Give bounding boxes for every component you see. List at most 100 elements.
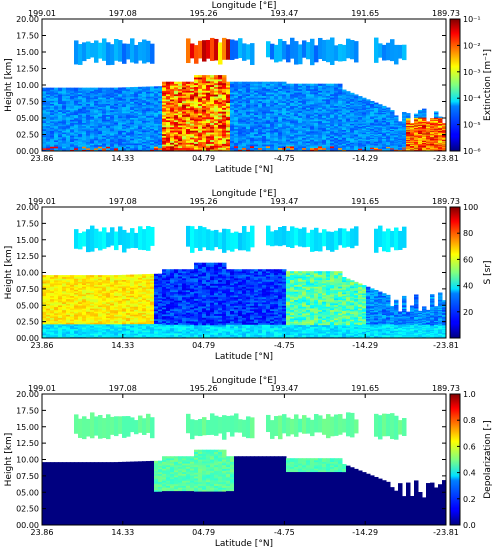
colorbar-tick-label: 40 xyxy=(463,282,473,291)
x-tick-label: 14.33 xyxy=(111,154,134,163)
x-tick-label: -23.81 xyxy=(433,528,459,537)
y-tick-label: 07.50 xyxy=(16,98,39,107)
x-tick-label: 23.86 xyxy=(31,154,54,163)
chart-panel-2: 00.00 02.50 05.00 07.50 10.00 12.50 15.00 17.50… xyxy=(4,189,493,362)
colorbar-tick-label: 10⁻³ xyxy=(463,68,481,77)
y-axis-label: Height [km] xyxy=(4,58,14,112)
y-tick-label: 20.00 xyxy=(16,15,39,24)
colorbar-label: S [sr] xyxy=(483,261,493,285)
x-tick-label: 23.86 xyxy=(31,528,54,537)
x-tick-label: 14.33 xyxy=(111,341,134,350)
x2-tick-label: 195.26 xyxy=(190,9,218,18)
y-tick-label: 20.00 xyxy=(16,390,39,399)
y-tick-label: 17.50 xyxy=(16,406,39,415)
colorbar: 1.0 0.8 0.6 0.4 0.2 0.0 Depolarization [-] xyxy=(449,390,493,530)
colorbar-tick-label: 1.0 xyxy=(463,390,476,399)
colorbar-gradient xyxy=(449,206,461,339)
y-tick-label: 12.50 xyxy=(16,65,39,74)
x2-tick-label: 193.47 xyxy=(270,384,298,393)
colorbar-tick-label: 100 xyxy=(463,203,478,212)
x2-tick-label: 191.65 xyxy=(351,384,379,393)
colorbar-tick-label: 0.4 xyxy=(463,469,476,478)
y-tick-label: 15.00 xyxy=(16,423,39,432)
colorbar-gradient xyxy=(449,18,461,152)
y-tick-label: 02.50 xyxy=(16,505,39,514)
x-tick-label: -4.75 xyxy=(274,341,295,350)
y-tick-label: 15.00 xyxy=(16,236,39,245)
x2-tick-label: 195.26 xyxy=(190,384,218,393)
chart-panel-3: 00.00 02.50 05.00 07.50 10.00 12.50 15.00 17.50… xyxy=(4,376,493,547)
x2-tick-label: 195.26 xyxy=(190,197,218,206)
y-tick-label: 17.50 xyxy=(16,32,39,41)
colorbar-tick-label: 0.0 xyxy=(463,521,476,530)
colorbar-tick-label: 10⁻¹ xyxy=(463,15,481,24)
y-tick-label: 05.00 xyxy=(16,488,39,497)
heatmap-cells xyxy=(42,37,447,152)
y-tick-label: 05.00 xyxy=(16,114,39,123)
colorbar: 10⁻¹ 10⁻² 10⁻³ 10⁻⁴ 10⁻⁵ 10⁻⁶ Extinction [m⁻¹] xyxy=(449,15,493,156)
y-tick-label: 10.00 xyxy=(16,456,39,465)
colorbar-tick-label: 0.6 xyxy=(463,442,476,451)
colorbar-tick-label: 10⁻⁴ xyxy=(463,94,481,103)
colorbar-tick-label: 80 xyxy=(463,229,473,238)
colorbar-label: Extinction [m⁻¹] xyxy=(483,49,493,121)
x2-tick-label: 189.73 xyxy=(432,9,460,18)
x-tick-label: -4.75 xyxy=(274,154,295,163)
y-tick-label: 17.50 xyxy=(16,219,39,228)
x-tick-label: -14.29 xyxy=(352,341,378,350)
chart-panel-1: 00.00 02.50 05.00 07.50 10.00 12.50 15.00 17.50… xyxy=(4,1,493,175)
x-axis-label: Latitude [°N] xyxy=(215,352,273,362)
x2-tick-label: 199.01 xyxy=(28,197,56,206)
x-tick-label: -14.29 xyxy=(352,528,378,537)
x2-tick-label: 197.08 xyxy=(109,197,137,206)
y-axis-label: Height [km] xyxy=(4,433,14,487)
x-tick-label: -4.75 xyxy=(274,528,295,537)
y-axis-label: Height [km] xyxy=(4,246,14,300)
x2-tick-label: 191.65 xyxy=(351,197,379,206)
x-tick-label: 04.79 xyxy=(192,341,215,350)
y-tick-label: 00.00 xyxy=(16,521,39,530)
y-tick-label: 00.00 xyxy=(16,334,39,343)
x2-axis-label: Longitude [°E] xyxy=(212,376,277,386)
colorbar-tick-label: 0.8 xyxy=(463,416,476,425)
y-tick-label: 10.00 xyxy=(16,81,39,90)
colorbar-tick-label: 60 xyxy=(463,255,473,264)
y-tick-label: 12.50 xyxy=(16,252,39,261)
x-axis-label: Latitude [°N] xyxy=(215,165,273,175)
y-tick-label: 02.50 xyxy=(16,131,39,140)
x-tick-label: -23.81 xyxy=(433,154,459,163)
y-tick-label: 15.00 xyxy=(16,48,39,57)
y-tick-label: 02.50 xyxy=(16,318,39,327)
x-tick-label: -14.29 xyxy=(352,154,378,163)
colorbar-tick-label: 10⁻⁵ xyxy=(463,121,481,130)
x2-tick-label: 189.73 xyxy=(432,384,460,393)
heatmap-cells xyxy=(42,412,447,526)
x-tick-label: 04.79 xyxy=(192,154,215,163)
heatmap-cells xyxy=(42,225,447,339)
x2-axis-label: Longitude [°E] xyxy=(212,189,277,199)
y-tick-label: 12.50 xyxy=(16,439,39,448)
x2-tick-label: 191.65 xyxy=(351,9,379,18)
x2-tick-label: 197.08 xyxy=(109,9,137,18)
y-tick-label: 07.50 xyxy=(16,472,39,481)
x-tick-label: 04.79 xyxy=(192,528,215,537)
x-tick-label: 23.86 xyxy=(31,341,54,350)
x2-axis-label: Longitude [°E] xyxy=(212,1,277,11)
y-tick-label: 07.50 xyxy=(16,285,39,294)
x-axis-label: Latitude [°N] xyxy=(215,539,273,547)
y-tick-label: 00.00 xyxy=(16,147,39,156)
y-tick-label: 20.00 xyxy=(16,203,39,212)
colorbar-label: Depolarization [-] xyxy=(483,420,493,499)
colorbar-gradient xyxy=(449,393,461,526)
colorbar-tick-label: 10⁻⁶ xyxy=(463,147,481,156)
colorbar-tick-label: 10⁻² xyxy=(463,41,481,50)
x2-tick-label: 199.01 xyxy=(28,9,56,18)
colorbar: 100 80 60 40 20 S [sr] xyxy=(449,203,493,339)
y-tick-label: 10.00 xyxy=(16,269,39,278)
colorbar-tick-label: 0.2 xyxy=(463,495,476,504)
x2-tick-label: 193.47 xyxy=(270,9,298,18)
y-tick-label: 05.00 xyxy=(16,301,39,310)
x2-tick-label: 193.47 xyxy=(270,197,298,206)
x2-tick-label: 199.01 xyxy=(28,384,56,393)
